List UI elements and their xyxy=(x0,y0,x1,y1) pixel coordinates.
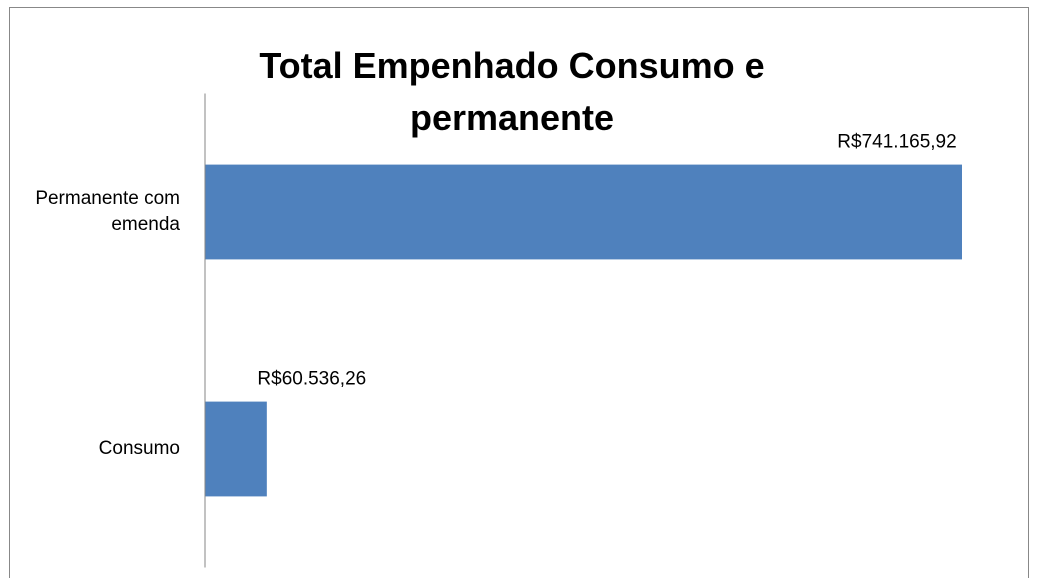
data-label: R$60.536,26 xyxy=(257,369,366,390)
chart-frame xyxy=(9,7,1029,578)
category-label: Consumo xyxy=(98,438,180,459)
bar xyxy=(205,164,962,260)
chart-title: Total Empenhado Consumo e permanente xyxy=(259,45,765,138)
data-label: R$741.165,92 xyxy=(837,132,956,153)
bar xyxy=(205,401,267,497)
category-label: Permanente com emenda xyxy=(35,188,180,235)
